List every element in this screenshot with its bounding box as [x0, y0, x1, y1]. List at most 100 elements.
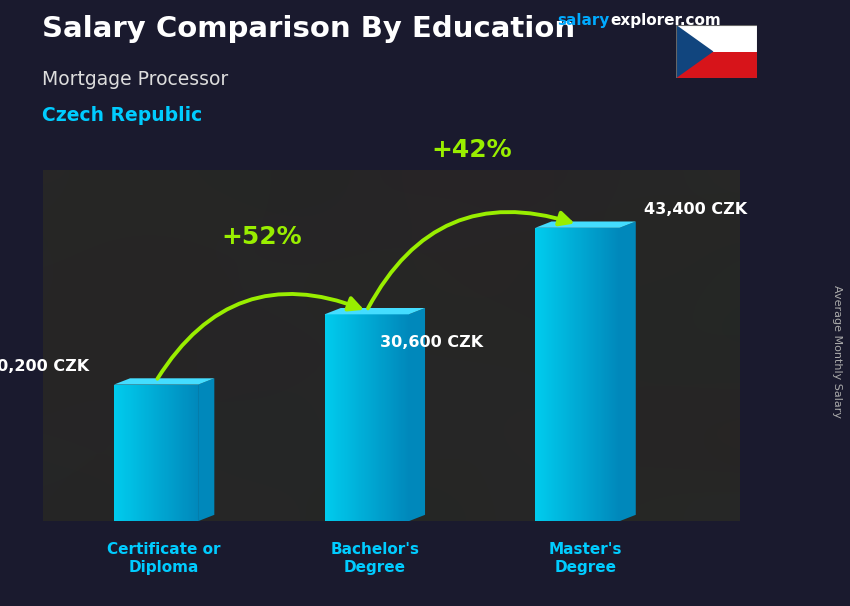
Bar: [542, 228, 544, 521]
Bar: [133, 385, 135, 521]
Bar: [537, 228, 538, 521]
Bar: [617, 228, 619, 521]
Text: 43,400 CZK: 43,400 CZK: [643, 202, 747, 218]
Bar: [390, 315, 391, 521]
Bar: [181, 385, 182, 521]
Bar: [598, 228, 599, 521]
Bar: [356, 315, 357, 521]
Bar: [373, 315, 374, 521]
Bar: [174, 385, 175, 521]
Bar: [360, 315, 361, 521]
Bar: [570, 228, 571, 521]
Bar: [549, 228, 550, 521]
Bar: [370, 315, 371, 521]
Bar: [197, 385, 198, 521]
Bar: [166, 385, 167, 521]
Bar: [593, 228, 594, 521]
Bar: [328, 315, 329, 521]
Text: Czech Republic: Czech Republic: [42, 106, 203, 125]
Bar: [347, 315, 348, 521]
Bar: [114, 385, 115, 521]
Bar: [369, 315, 370, 521]
Polygon shape: [325, 308, 425, 315]
Bar: [141, 385, 142, 521]
Bar: [557, 228, 558, 521]
Bar: [378, 315, 379, 521]
Bar: [577, 228, 579, 521]
Bar: [154, 385, 155, 521]
Bar: [362, 315, 364, 521]
Bar: [562, 228, 563, 521]
Bar: [329, 315, 330, 521]
Bar: [346, 315, 347, 521]
Bar: [139, 385, 140, 521]
Bar: [140, 385, 141, 521]
Bar: [136, 385, 137, 521]
Bar: [119, 385, 120, 521]
Bar: [149, 385, 150, 521]
Bar: [391, 315, 392, 521]
Bar: [387, 315, 388, 521]
Bar: [392, 315, 393, 521]
Bar: [160, 385, 162, 521]
Bar: [595, 228, 597, 521]
Bar: [394, 315, 395, 521]
Bar: [583, 228, 584, 521]
Bar: [145, 385, 146, 521]
Bar: [579, 228, 580, 521]
Bar: [404, 315, 405, 521]
Bar: [153, 385, 154, 521]
Bar: [396, 315, 397, 521]
Bar: [612, 228, 613, 521]
Text: Certificate or
Diploma: Certificate or Diploma: [107, 542, 221, 574]
Bar: [559, 228, 560, 521]
Text: 30,600 CZK: 30,600 CZK: [380, 335, 483, 350]
Polygon shape: [409, 308, 425, 521]
Bar: [594, 228, 595, 521]
Polygon shape: [676, 25, 713, 78]
Bar: [388, 315, 390, 521]
Text: Master's
Degree: Master's Degree: [549, 542, 622, 574]
Bar: [179, 385, 180, 521]
Bar: [573, 228, 575, 521]
Bar: [115, 385, 116, 521]
Bar: [128, 385, 129, 521]
Bar: [609, 228, 610, 521]
Bar: [338, 315, 339, 521]
Bar: [571, 228, 572, 521]
Bar: [613, 228, 615, 521]
Bar: [406, 315, 408, 521]
Bar: [615, 228, 616, 521]
Bar: [339, 315, 340, 521]
Bar: [546, 228, 547, 521]
Bar: [193, 385, 194, 521]
Bar: [325, 315, 326, 521]
Bar: [544, 228, 545, 521]
Bar: [358, 315, 360, 521]
Bar: [597, 228, 598, 521]
Bar: [353, 315, 354, 521]
Bar: [554, 228, 555, 521]
Bar: [163, 385, 164, 521]
Bar: [132, 385, 133, 521]
Bar: [383, 315, 384, 521]
Bar: [355, 315, 356, 521]
Bar: [184, 385, 185, 521]
Text: Average Monthly Salary: Average Monthly Salary: [832, 285, 842, 418]
Bar: [382, 315, 383, 521]
Bar: [575, 228, 576, 521]
Bar: [182, 385, 184, 521]
Bar: [326, 315, 328, 521]
Bar: [374, 315, 375, 521]
Bar: [116, 385, 117, 521]
Bar: [117, 385, 118, 521]
Bar: [178, 385, 179, 521]
Bar: [180, 385, 181, 521]
Bar: [619, 228, 620, 521]
Bar: [155, 385, 156, 521]
Bar: [142, 385, 144, 521]
Bar: [403, 315, 404, 521]
Bar: [377, 315, 378, 521]
Bar: [361, 315, 362, 521]
Bar: [401, 315, 403, 521]
